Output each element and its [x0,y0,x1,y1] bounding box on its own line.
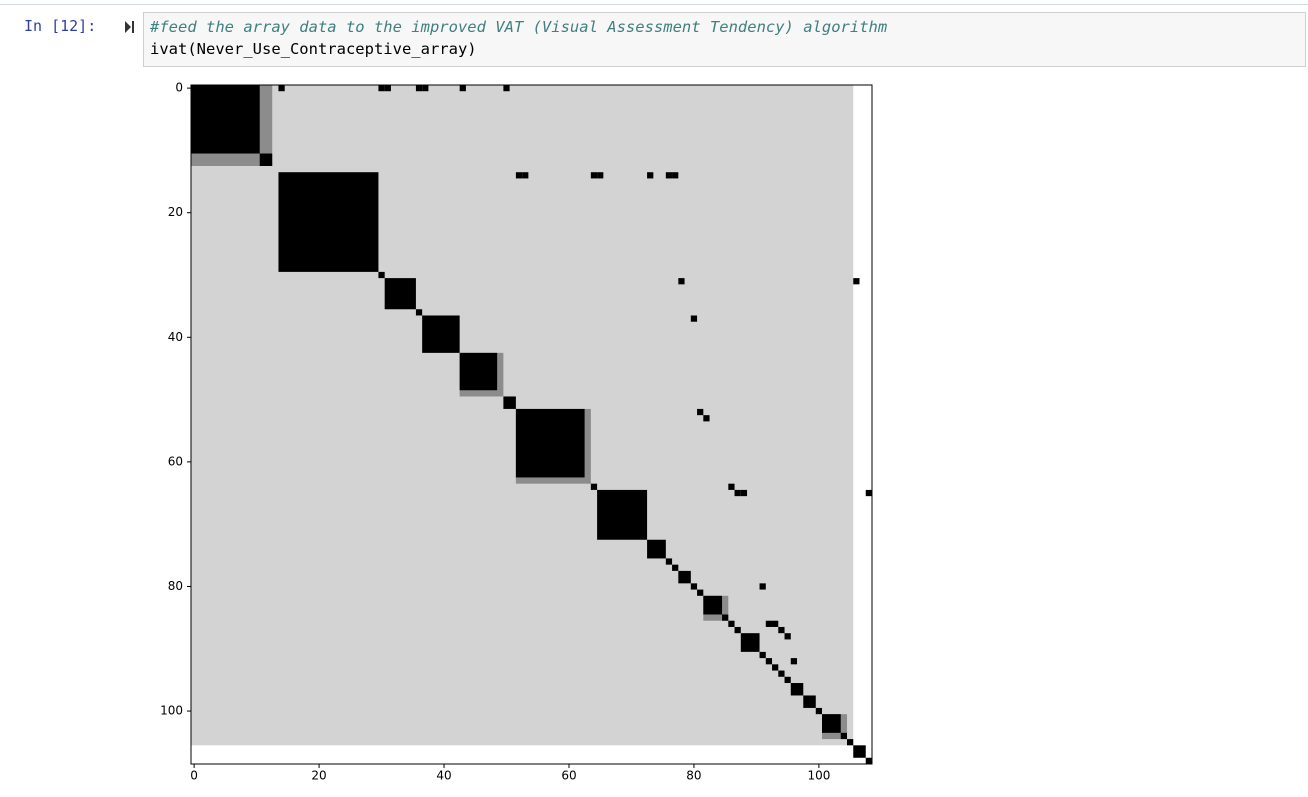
block [422,315,460,353]
block [815,707,823,715]
block [672,564,679,571]
x-tick-label: 20 [311,769,326,783]
cell [665,172,673,179]
block [690,583,698,590]
cell [734,489,741,497]
cell [459,85,466,92]
block [515,408,585,478]
block [697,589,704,596]
cell [853,278,860,285]
block [840,732,848,740]
block [647,539,666,559]
cell [597,172,604,179]
block [822,714,841,733]
cell [759,583,766,590]
cell [278,85,285,92]
y-tick-label: 100 [160,704,183,718]
cell [503,85,510,92]
code-cell[interactable]: #feed the array data to the improved VAT… [143,12,1306,67]
cell-prompt: In [12]: [24,17,97,35]
cell [790,658,798,665]
x-tick-label: 60 [561,769,576,783]
y-tick-label: 40 [168,330,183,344]
block [503,396,516,409]
block [191,85,260,154]
block [865,757,872,764]
block [703,595,729,621]
cell [690,315,698,322]
block [378,271,385,279]
cell [740,489,748,497]
axes-frame [190,84,873,765]
cell [772,620,779,627]
code-line: #feed the array data to the improved VAT… [150,18,888,36]
block [847,739,854,746]
block [459,352,504,397]
cell [765,620,773,627]
cell [697,408,704,416]
block [772,664,779,671]
cell [703,415,710,422]
block [765,658,773,665]
block [384,278,416,310]
cell [728,483,735,490]
block [778,670,785,677]
cell [415,85,423,92]
cell [647,172,654,179]
code-line: ivat(Never_Use_Contraceptive_array) [150,40,477,58]
block [790,683,804,696]
cell [590,172,598,179]
block [459,352,498,391]
y-tick-label: 80 [168,579,183,593]
cell [784,633,791,640]
block [515,408,591,484]
block [728,620,735,627]
block [803,695,816,708]
cell [422,85,429,92]
y-tick-label: 0 [175,81,183,95]
cell [865,489,872,497]
divider [0,4,1308,5]
x-tick-label: 100 [807,769,830,783]
block [597,489,648,540]
y-tick-label: 20 [168,205,183,219]
cell [672,172,679,179]
cell [378,85,385,92]
cell [778,626,785,634]
block [415,309,423,316]
run-icon[interactable] [124,19,136,35]
x-tick-label: 0 [190,769,198,783]
block [740,633,760,652]
block [590,483,598,490]
matrix-background [191,85,854,746]
block [784,676,791,684]
block [759,651,766,659]
block [259,153,273,166]
cell [678,278,685,285]
cell [515,172,523,179]
block [703,595,723,615]
y-tick-label: 60 [168,454,183,468]
cell [384,85,391,92]
block [665,558,673,565]
cell [522,172,529,179]
block [822,714,848,740]
block [678,570,691,584]
block [734,626,741,634]
block [722,614,729,621]
x-tick-label: 80 [686,769,701,783]
block [853,745,866,758]
block [278,172,379,272]
x-tick-label: 40 [436,769,451,783]
block [191,85,273,166]
